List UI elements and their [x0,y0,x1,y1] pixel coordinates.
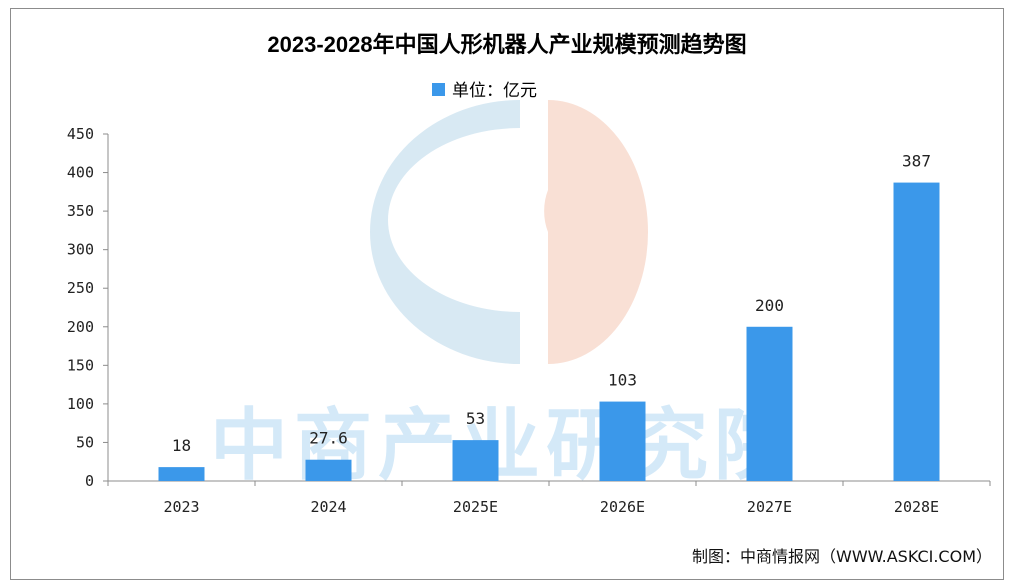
x-tick-label: 2025E [453,498,498,516]
y-tick-label: 0 [85,472,94,490]
watermark-logo [370,100,648,364]
y-tick-label: 250 [67,279,94,297]
data-label: 18 [172,436,191,455]
bar-2027E [746,326,793,481]
bar-2023 [158,467,205,481]
y-tick-label: 50 [76,433,94,451]
chart-title: 2023-2028年中国人形机器人产业规模预测趋势图 [267,32,746,57]
y-tick-label: 450 [67,125,94,143]
y-tick-label: 300 [67,241,94,259]
legend-swatch [432,83,445,96]
chart-frame [10,8,1004,580]
bar-2025E [452,440,499,481]
x-tick-label: 2026E [600,498,645,516]
data-label: 53 [466,409,485,428]
data-label: 103 [608,371,637,390]
bar-2024 [305,459,352,481]
bar-2026E [599,401,646,481]
y-tick-label: 150 [67,356,94,374]
y-tick-label: 200 [67,318,94,336]
legend: 单位：亿元 [432,81,537,101]
y-tick-label: 100 [67,395,94,413]
data-label: 387 [902,152,931,171]
source-note: 制图：中商情报网（WWW.ASKCI.COM） [692,547,992,566]
y-tick-label: 350 [67,202,94,220]
bar-2028E [893,182,940,481]
data-label: 200 [755,296,784,315]
y-tick-label: 400 [67,164,94,182]
x-tick-label: 2027E [747,498,792,516]
x-tick-label: 2023 [163,498,199,516]
data-label: 27.6 [309,429,348,448]
watermark-text: 中商产业研究院 [210,401,798,491]
x-tick-label: 2024 [310,498,346,516]
legend-label: 单位：亿元 [452,81,537,101]
x-tick-label: 2028E [894,498,939,516]
